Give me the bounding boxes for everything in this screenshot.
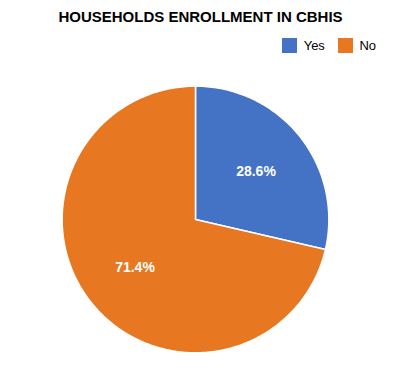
html-text:Yes: Yes <box>303 38 325 53</box>
svg-text:71.4%: 71.4% <box>115 259 155 275</box>
svg-text:28.6%: 28.6% <box>236 162 276 178</box>
html-text:HOUSEHOLDS ENROLLMENT IN CBHIS: HOUSEHOLDS ENROLLMENT IN CBHIS <box>58 8 343 25</box>
html-text:No: No <box>359 38 376 53</box>
